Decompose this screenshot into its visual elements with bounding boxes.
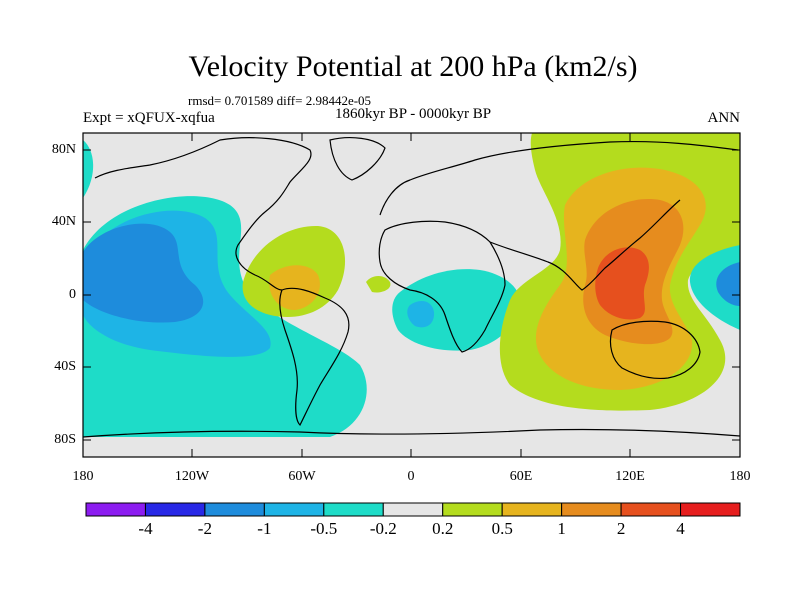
colorbar-label: 0.2 [432, 519, 454, 538]
lat-label-80n: 80N [51, 142, 76, 157]
caribbean-positive-core [269, 265, 320, 310]
atlantic-negative-core [407, 300, 435, 328]
colorbar-swatch [204, 502, 265, 517]
colorbar-swatch [85, 502, 146, 517]
west-africa-positive [366, 276, 391, 293]
atlantic-negative [392, 269, 521, 351]
colorbar-swatch [323, 502, 384, 517]
asia-south-coast [489, 199, 681, 291]
negative-anomaly-west-edge [83, 140, 94, 198]
axis-ticks [82, 133, 741, 457]
lat-label-40s: 40S [54, 359, 76, 374]
east-pacific-negative [689, 245, 740, 330]
colorbar [85, 502, 741, 517]
colorbar-swatch [442, 502, 503, 517]
colorbar-swatch [382, 502, 444, 517]
australia-coast [609, 320, 701, 380]
lon-label-60e: 60E [509, 469, 533, 484]
lat-label-80s: 80S [54, 432, 76, 447]
experiment-label: Expt = xQFUX-xqfua [83, 110, 215, 126]
colorbar-swatch [501, 502, 563, 517]
colorbar-swatch [263, 502, 325, 517]
stats-text: rmsd= 0.701589 diff= 2.98442e-05 [188, 93, 372, 108]
colorbar-label: 4 [676, 519, 685, 538]
colorbar-swatch [680, 502, 741, 517]
colorbar-label: 1 [557, 519, 566, 538]
colorbar-label: 0.5 [491, 519, 513, 538]
greenland-coast [329, 137, 386, 181]
lon-label-0: 0 [407, 469, 415, 484]
colorbar-label: -4 [138, 519, 153, 538]
lat-label-40n: 40N [51, 214, 76, 229]
north-america-coast [94, 137, 312, 291]
eurasia-coast [379, 140, 739, 216]
period-label: 1860kyr BP - 0000kyr BP [334, 106, 492, 122]
colorbar-swatch [144, 502, 206, 517]
colorbar-swatch [561, 502, 622, 517]
contour-fields [83, 133, 740, 457]
lon-label-180e: 180 [729, 469, 751, 484]
colorbar-swatch [620, 502, 682, 517]
colorbar-label: 2 [616, 519, 626, 538]
lon-label-120e: 120E [615, 469, 645, 484]
colorbar-label: -0.2 [369, 519, 397, 538]
lon-label-180w: 180 [72, 469, 94, 484]
south-america-coast [279, 287, 350, 427]
plot-title: Velocity Potential at 200 hPa (km2/s) [188, 50, 638, 83]
negative-anomaly-core [83, 223, 204, 323]
lon-label-60w: 60W [288, 469, 316, 484]
coastlines [83, 137, 740, 438]
colorbar-label: -1 [257, 519, 272, 538]
africa-coast [378, 220, 506, 353]
lon-label-120w: 120W [174, 469, 210, 484]
antarctica-coast [83, 428, 740, 438]
season-label: ANN [707, 110, 741, 126]
colorbar-label: -2 [197, 519, 212, 538]
lat-label-0: 0 [69, 287, 76, 302]
colorbar-label: -0.5 [310, 519, 338, 538]
